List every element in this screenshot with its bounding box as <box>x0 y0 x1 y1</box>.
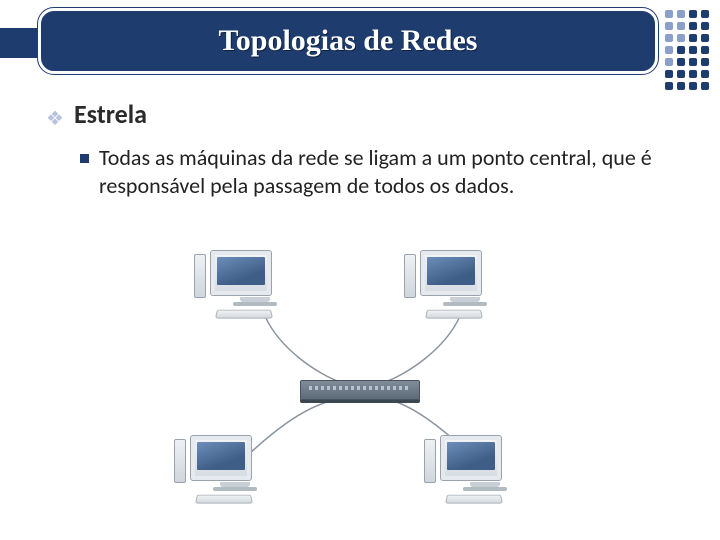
pc-keyboard-icon <box>215 310 273 319</box>
deco-dot <box>665 34 673 42</box>
deco-dot <box>665 22 673 30</box>
deco-dot <box>689 10 697 18</box>
pc-top-left <box>210 250 300 319</box>
network-cable <box>265 316 340 382</box>
deco-dot <box>701 70 709 78</box>
deco-dot <box>677 58 685 66</box>
deco-dot <box>665 82 673 90</box>
deco-dot <box>677 82 685 90</box>
star-topology-diagram <box>170 250 550 520</box>
deco-dot <box>665 10 673 18</box>
network-switch <box>300 380 420 400</box>
deco-dot <box>677 10 685 18</box>
pc-monitor-icon <box>440 435 502 481</box>
diamond-bullet-icon: ❖ <box>46 109 64 129</box>
pc-bottom-left <box>190 435 280 504</box>
deco-dot <box>689 46 697 54</box>
pc-tower-icon <box>194 254 206 298</box>
sub-bullet-text: Todas as máquinas da rede se ligam a um … <box>99 144 676 199</box>
deco-dot <box>665 46 673 54</box>
accent-bar <box>0 28 38 58</box>
bullet-level2: Todas as máquinas da rede se ligam a um … <box>80 144 676 199</box>
deco-dot <box>701 46 709 54</box>
square-bullet-icon <box>80 154 89 163</box>
pc-keyboard-icon <box>195 495 253 504</box>
pc-bottom-right <box>440 435 530 504</box>
pc-tower-icon <box>404 254 416 298</box>
deco-dot <box>689 70 697 78</box>
deco-dot <box>689 34 697 42</box>
deco-dot <box>701 58 709 66</box>
pc-monitor-icon <box>190 435 252 481</box>
deco-dot <box>677 70 685 78</box>
slide-title: Topologias de Redes <box>219 24 478 58</box>
corner-dots-decoration <box>665 10 710 91</box>
pc-keyboard-icon <box>445 495 503 504</box>
bullet-level1: ❖ Estrela <box>46 98 676 130</box>
deco-dot <box>701 82 709 90</box>
deco-dot <box>701 34 709 42</box>
deco-dot <box>689 58 697 66</box>
deco-dot <box>677 34 685 42</box>
pc-monitor-icon <box>420 250 482 296</box>
deco-dot <box>701 22 709 30</box>
bullet-label: Estrela <box>74 98 147 130</box>
deco-dot <box>677 46 685 54</box>
deco-dot <box>689 82 697 90</box>
pc-keyboard-icon <box>425 310 483 319</box>
deco-dot <box>689 22 697 30</box>
pc-tower-icon <box>424 439 436 483</box>
network-cable <box>385 316 460 382</box>
deco-dot <box>701 10 709 18</box>
content-area: ❖ Estrela Todas as máquinas da rede se l… <box>46 98 676 199</box>
deco-dot <box>677 22 685 30</box>
pc-tower-icon <box>174 439 186 483</box>
deco-dot <box>665 70 673 78</box>
pc-top-right <box>420 250 510 319</box>
deco-dot <box>665 58 673 66</box>
title-banner: Topologias de Redes <box>38 8 658 74</box>
pc-monitor-icon <box>210 250 272 296</box>
